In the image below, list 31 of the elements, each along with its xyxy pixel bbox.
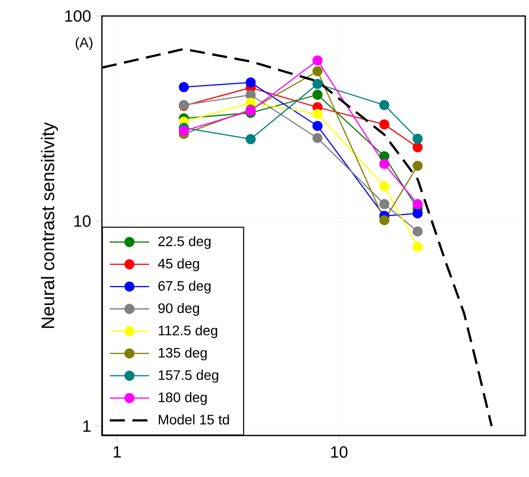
point xyxy=(379,100,390,110)
point xyxy=(379,158,390,170)
point xyxy=(312,90,323,100)
point xyxy=(312,133,323,144)
legend-label: 180 deg xyxy=(158,392,207,405)
legend-label: 67.5 deg xyxy=(158,280,211,294)
point xyxy=(312,108,323,120)
point xyxy=(312,78,323,90)
point xyxy=(312,66,323,76)
point xyxy=(379,181,390,192)
point xyxy=(379,119,390,130)
y-tick-label: 100 xyxy=(65,10,91,22)
legend-label: 157.5 deg xyxy=(158,370,218,383)
point xyxy=(246,134,256,144)
point xyxy=(178,82,189,92)
legend-label: 112.5 deg xyxy=(158,325,218,338)
point xyxy=(379,215,390,226)
legend-label: 22.5 deg xyxy=(158,236,211,249)
text: (A) xyxy=(76,37,92,50)
legend-label: 45 deg xyxy=(158,258,200,272)
y-tick-label: 10 xyxy=(74,215,91,227)
y-axis-title: Neural contrast sensitivity xyxy=(40,122,58,328)
point xyxy=(246,77,256,88)
point xyxy=(312,55,323,66)
y-tick-label: 1 xyxy=(83,420,90,432)
point xyxy=(379,199,390,210)
legend-label: Model 15 td xyxy=(158,414,229,425)
point xyxy=(312,120,323,132)
legend-label: 135 deg xyxy=(158,348,207,360)
point xyxy=(178,126,189,136)
legend-label: 90 deg xyxy=(158,302,200,316)
